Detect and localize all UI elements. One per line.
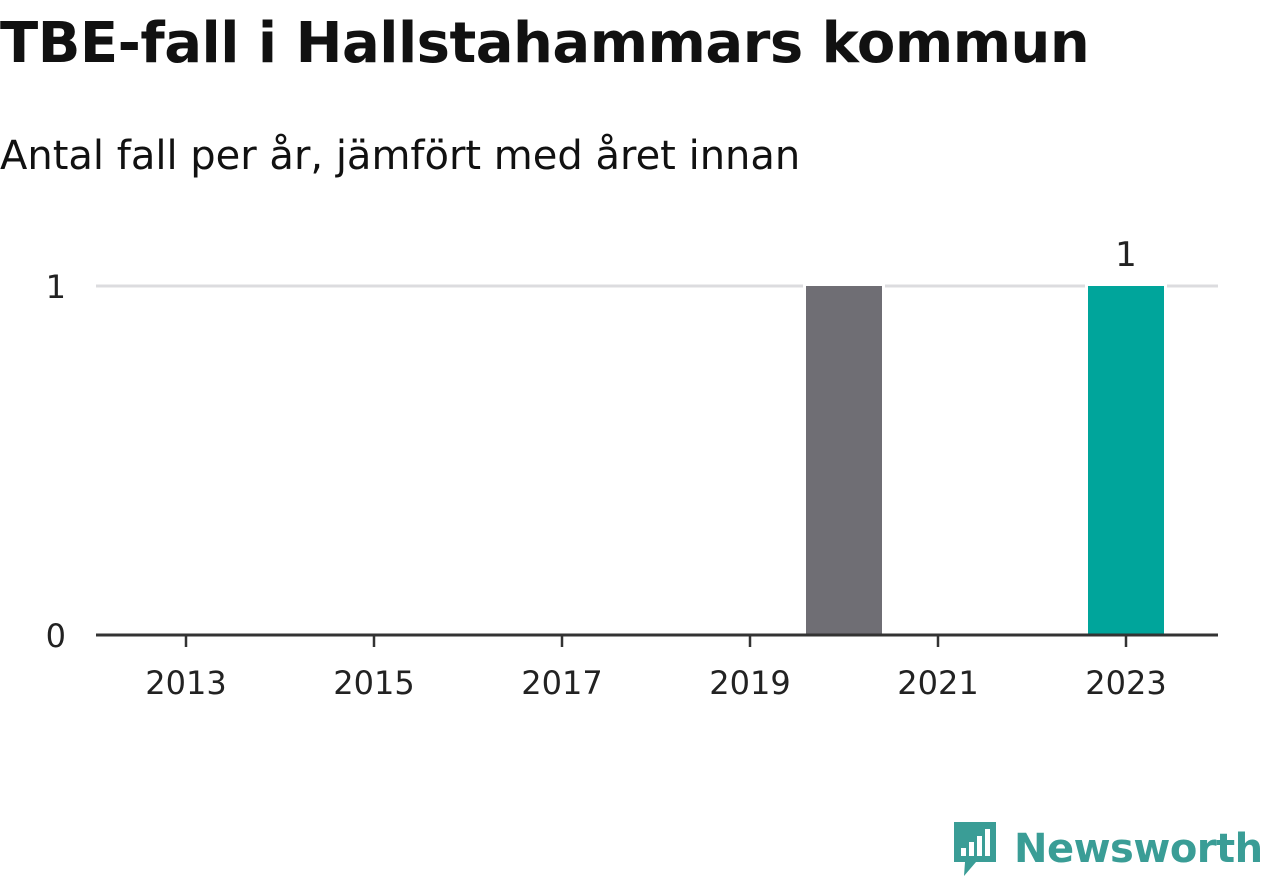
y-tick-label-0: 0	[46, 617, 66, 655]
y-tick-label-1: 1	[46, 268, 66, 306]
x-tick-label-2019: 2019	[709, 664, 790, 702]
logo-text: Newsworthy	[1014, 826, 1262, 872]
x-tick-label-2023: 2023	[1085, 664, 1166, 702]
labels: 0 1 2013 2015 2017 2019 2021 2023 1	[46, 235, 1167, 702]
chart-subtitle: Antal fall per år, jämfört med året inna…	[0, 133, 801, 179]
x-tick-label-2013: 2013	[145, 664, 226, 702]
newsworthy-logo: Newsworthy	[950, 818, 1262, 880]
bars	[803, 283, 1167, 635]
data-label-2023: 1	[1115, 235, 1137, 275]
bar-2023	[1088, 286, 1164, 635]
newsworthy-chart-bubble-icon	[954, 822, 996, 876]
axes	[96, 633, 1218, 647]
x-tick-label-2021: 2021	[897, 664, 978, 702]
x-tick-label-2015: 2015	[333, 664, 414, 702]
x-tick-label-2017: 2017	[521, 664, 602, 702]
bar-2020	[806, 286, 882, 635]
chart-title: TBE-fall i Hallstahammars kommun	[0, 11, 1090, 76]
